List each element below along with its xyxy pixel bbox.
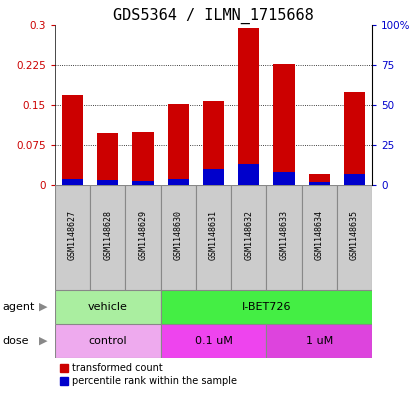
Bar [343, 174, 364, 185]
Bar [160, 290, 371, 324]
Bar [167, 105, 189, 185]
Bar [97, 180, 118, 185]
Text: 1 uM: 1 uM [305, 336, 332, 346]
Bar [160, 324, 266, 358]
Bar [55, 290, 160, 324]
Text: ▶: ▶ [38, 302, 47, 312]
Bar [301, 185, 336, 290]
Text: 0.1 uM: 0.1 uM [194, 336, 232, 346]
Text: GSM1148630: GSM1148630 [173, 210, 182, 261]
Text: agent: agent [2, 302, 34, 312]
Text: I-BET726: I-BET726 [241, 302, 290, 312]
Bar [55, 324, 160, 358]
Bar [125, 185, 160, 290]
Bar [90, 185, 125, 290]
Text: ▶: ▶ [38, 336, 47, 346]
Bar [336, 185, 371, 290]
Bar [167, 179, 189, 185]
Text: GSM1148628: GSM1148628 [103, 210, 112, 261]
Bar [343, 92, 364, 185]
Text: GSM1148635: GSM1148635 [349, 210, 358, 261]
Bar [62, 95, 83, 185]
Bar [132, 132, 153, 185]
Title: GDS5364 / ILMN_1715668: GDS5364 / ILMN_1715668 [113, 7, 313, 24]
Text: dose: dose [2, 336, 29, 346]
Bar [266, 185, 301, 290]
Bar [55, 185, 90, 290]
Bar [196, 185, 231, 290]
Legend: transformed count, percentile rank within the sample: transformed count, percentile rank withi… [60, 363, 236, 386]
Text: vehicle: vehicle [88, 302, 128, 312]
Text: GSM1148627: GSM1148627 [68, 210, 77, 261]
Bar [308, 182, 329, 185]
Bar [160, 185, 196, 290]
Bar [62, 178, 83, 185]
Bar [202, 101, 224, 185]
Bar [266, 324, 371, 358]
Text: GSM1148633: GSM1148633 [279, 210, 288, 261]
Text: GSM1148634: GSM1148634 [314, 210, 323, 261]
Bar [238, 163, 258, 185]
Text: GSM1148631: GSM1148631 [209, 210, 218, 261]
Bar [97, 133, 118, 185]
Text: GSM1148629: GSM1148629 [138, 210, 147, 261]
Bar [273, 64, 294, 185]
Bar [202, 169, 224, 185]
Text: GSM1148632: GSM1148632 [244, 210, 253, 261]
Bar [308, 174, 329, 185]
Bar [273, 172, 294, 185]
Bar [238, 28, 258, 185]
Bar [132, 181, 153, 185]
Bar [231, 185, 266, 290]
Text: control: control [88, 336, 127, 346]
